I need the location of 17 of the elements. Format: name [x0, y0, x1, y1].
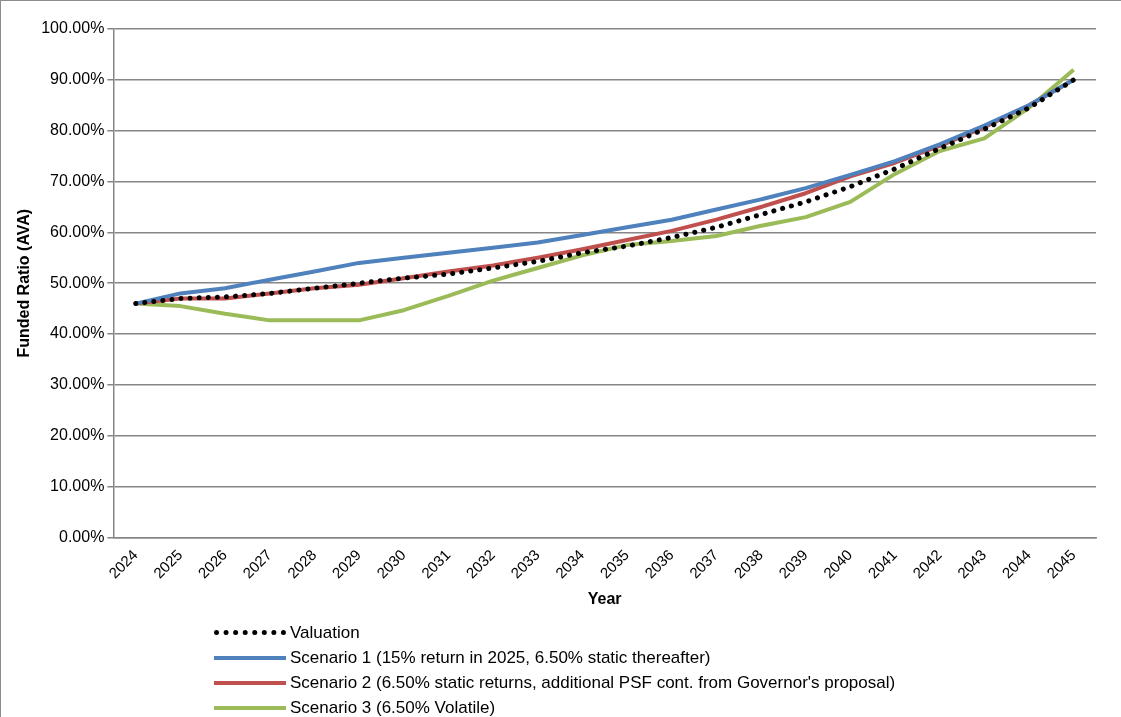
x-axis-title: Year	[587, 589, 622, 607]
legend-label: Scenario 2 (6.50% static returns, additional PSF cont. from Governor's proposal)	[290, 672, 896, 693]
y-axis-title: Funded Ratio (AVA)	[15, 208, 33, 358]
legend-label: Valuation	[290, 622, 360, 643]
y-tick-label: 0.00%	[58, 527, 105, 545]
y-tick-label: 10.00%	[50, 477, 105, 495]
y-tick-label: 70.00%	[50, 171, 105, 189]
legend-label: Scenario 3 (6.50% Volatile)	[290, 697, 496, 717]
y-tick-label: 20.00%	[50, 426, 105, 444]
y-tick-label: 30.00%	[50, 375, 105, 393]
y-tick-label: 40.00%	[50, 324, 105, 342]
y-tick-label: 100.00%	[41, 19, 105, 37]
y-tick-label: 50.00%	[50, 273, 105, 291]
y-tick-label: 80.00%	[50, 121, 105, 139]
y-tick-label: 90.00%	[50, 70, 105, 88]
y-tick-label: 60.00%	[50, 222, 105, 240]
legend-label: Scenario 1 (15% return in 2025, 6.50% static thereafter)	[290, 647, 711, 668]
